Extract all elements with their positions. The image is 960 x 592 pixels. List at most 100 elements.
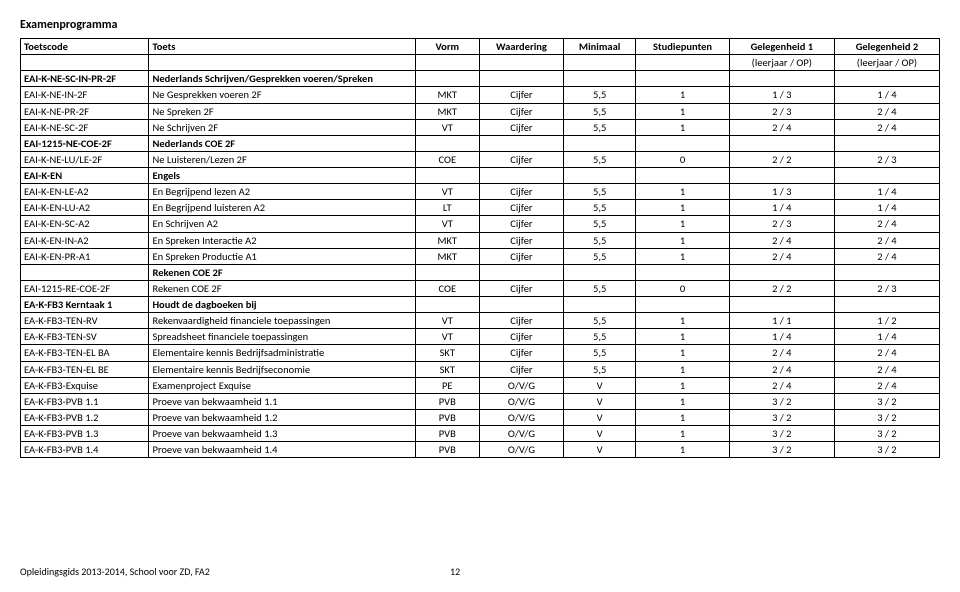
cell-stud: 1: [636, 345, 729, 361]
cell-min: 5,5: [563, 329, 635, 345]
cell-stud: [636, 168, 729, 184]
cell-code: EAI-K-NE-SC-2F: [21, 119, 149, 135]
th-toetscode: Toetscode: [21, 39, 149, 55]
th-gelegenheid2: Gelegenheid 2: [834, 39, 939, 55]
sub-empty: [415, 55, 479, 71]
footer: Opleidingsgids 2013-2014, School voor ZD…: [20, 565, 940, 578]
table-row: EAI-K-NE-SC-IN-PR-2FNederlands Schrijven…: [21, 71, 940, 87]
th-waardering: Waardering: [479, 39, 563, 55]
cell-code: EAI-K-EN-LE-A2: [21, 184, 149, 200]
cell-g2: 1 / 4: [834, 200, 939, 216]
cell-vorm: PVB: [415, 426, 479, 442]
th-vorm: Vorm: [415, 39, 479, 55]
cell-vorm: MKT: [415, 248, 479, 264]
cell-min: [563, 297, 635, 313]
cell-min: 5,5: [563, 216, 635, 232]
cell-g1: [729, 135, 834, 151]
cell-toets: Proeve van bekwaamheid 1.2: [149, 409, 415, 425]
cell-toets: Spreadsheet financiele toepassingen: [149, 329, 415, 345]
cell-min: V: [563, 442, 635, 458]
cell-min: 5,5: [563, 184, 635, 200]
cell-g1: 1 / 4: [729, 200, 834, 216]
table-row: EAI-K-EN-IN-A2En Spreken Interactie A2MK…: [21, 232, 940, 248]
cell-code: EAI-1215-RE-COE-2F: [21, 280, 149, 296]
cell-min: 5,5: [563, 361, 635, 377]
cell-min: V: [563, 426, 635, 442]
table-row: EA-K-FB3-TEN-RVRekenvaardigheid financie…: [21, 313, 940, 329]
table-subheader-row: (leerjaar / OP) (leerjaar / OP): [21, 55, 940, 71]
cell-stud: 0: [636, 280, 729, 296]
cell-waard: O/V/G: [479, 393, 563, 409]
cell-g1: 3 / 2: [729, 409, 834, 425]
cell-vorm: [415, 264, 479, 280]
cell-g1: 2 / 3: [729, 216, 834, 232]
cell-code: EAI-K-EN-LU-A2: [21, 200, 149, 216]
cell-vorm: PVB: [415, 442, 479, 458]
cell-toets: Ne Luisteren/Lezen 2F: [149, 151, 415, 167]
cell-g2: [834, 135, 939, 151]
cell-g1: 1 / 1: [729, 313, 834, 329]
cell-g2: 2 / 4: [834, 361, 939, 377]
table-row: EAI-K-EN-PR-A1En Spreken Productie A1MKT…: [21, 248, 940, 264]
cell-vorm: PE: [415, 377, 479, 393]
cell-vorm: SKT: [415, 345, 479, 361]
cell-stud: 1: [636, 377, 729, 393]
table-row: EA-K-FB3-TEN-EL BEElementaire kennis Bed…: [21, 361, 940, 377]
cell-waard: Cijfer: [479, 151, 563, 167]
cell-g1: 3 / 2: [729, 393, 834, 409]
cell-g1: 3 / 2: [729, 426, 834, 442]
table-row: EAI-K-NE-PR-2FNe Spreken 2FMKTCijfer5,51…: [21, 103, 940, 119]
cell-code: EAI-K-NE-PR-2F: [21, 103, 149, 119]
cell-g2: 2 / 4: [834, 248, 939, 264]
table-row: EAI-K-EN-SC-A2En Schrijven A2VTCijfer5,5…: [21, 216, 940, 232]
cell-stud: 1: [636, 329, 729, 345]
cell-code: EAI-K-EN-SC-A2: [21, 216, 149, 232]
cell-g1: 2 / 4: [729, 248, 834, 264]
cell-waard: Cijfer: [479, 345, 563, 361]
table-row: EAI-K-EN-LE-A2En Begrijpend lezen A2VTCi…: [21, 184, 940, 200]
cell-g2: 1 / 2: [834, 313, 939, 329]
cell-waard: O/V/G: [479, 426, 563, 442]
cell-waard: Cijfer: [479, 87, 563, 103]
cell-waard: Cijfer: [479, 329, 563, 345]
cell-g2: 2 / 4: [834, 377, 939, 393]
cell-min: 5,5: [563, 345, 635, 361]
cell-toets: En Spreken Productie A1: [149, 248, 415, 264]
cell-toets: En Schrijven A2: [149, 216, 415, 232]
cell-toets: En Begrijpend luisteren A2: [149, 200, 415, 216]
cell-vorm: [415, 135, 479, 151]
cell-code: EA-K-FB3-Exquise: [21, 377, 149, 393]
cell-min: V: [563, 393, 635, 409]
cell-code: EA-K-FB3-TEN-EL BA: [21, 345, 149, 361]
cell-stud: 1: [636, 119, 729, 135]
cell-g2: [834, 297, 939, 313]
cell-stud: [636, 297, 729, 313]
cell-waard: Cijfer: [479, 119, 563, 135]
cell-code: EAI-K-EN-PR-A1: [21, 248, 149, 264]
cell-g2: 2 / 3: [834, 280, 939, 296]
table-row: EA-K-FB3-PVB 1.2Proeve van bekwaamheid 1…: [21, 409, 940, 425]
table-row: EAI-1215-NE-COE-2FNederlands COE 2F: [21, 135, 940, 151]
cell-g1: 1 / 4: [729, 329, 834, 345]
cell-g2: 3 / 2: [834, 442, 939, 458]
cell-stud: 1: [636, 361, 729, 377]
cell-vorm: COE: [415, 151, 479, 167]
table-row: EA-K-FB3-PVB 1.1Proeve van bekwaamheid 1…: [21, 393, 940, 409]
cell-g2: 3 / 2: [834, 409, 939, 425]
cell-vorm: LT: [415, 200, 479, 216]
cell-toets: Engels: [149, 168, 415, 184]
cell-g1: 1 / 3: [729, 184, 834, 200]
cell-g1: 2 / 4: [729, 345, 834, 361]
cell-min: [563, 71, 635, 87]
cell-waard: Cijfer: [479, 216, 563, 232]
cell-g2: 2 / 3: [834, 151, 939, 167]
th-studiepunten: Studiepunten: [636, 39, 729, 55]
cell-g2: 2 / 4: [834, 119, 939, 135]
cell-vorm: [415, 297, 479, 313]
cell-g1: 2 / 4: [729, 377, 834, 393]
cell-toets: Examenproject Exquise: [149, 377, 415, 393]
cell-toets: Proeve van bekwaamheid 1.4: [149, 442, 415, 458]
cell-waard: [479, 297, 563, 313]
cell-g2: 2 / 4: [834, 345, 939, 361]
table-row: EAI-K-NE-IN-2FNe Gesprekken voeren 2FMKT…: [21, 87, 940, 103]
